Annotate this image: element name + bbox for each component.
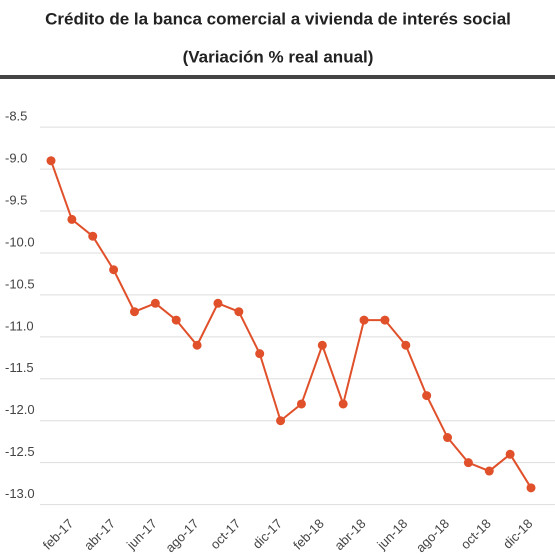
y-tick-label: -12.5 [5,444,35,459]
point [192,340,202,350]
point [255,349,265,359]
title-rule [0,75,555,79]
y-tick-label: -12.0 [5,402,35,417]
y-tick-label: -8.5 [5,109,27,124]
point [234,307,244,317]
x-tick-label: oct-17 [207,516,243,552]
point [171,315,181,325]
y-tick-label: -10.5 [5,276,35,291]
point [213,298,223,308]
point [88,231,98,241]
y-tick-label: -10.0 [5,234,35,249]
point [338,399,348,409]
x-tick-label: abr-17 [81,516,118,553]
point [317,340,327,350]
point [296,399,306,409]
x-tick-label: jun-17 [123,516,160,553]
y-tick-label: -9.0 [5,151,27,166]
point [443,433,453,443]
x-tick-label: ago-17 [162,516,201,555]
y-tick-label: -13.0 [5,486,35,501]
point [150,298,160,308]
point [463,458,473,468]
line [50,160,532,489]
point [526,483,536,493]
point [359,315,369,325]
x-tick-label: abr-18 [331,516,368,553]
point [380,315,390,325]
chart-title: Crédito de la banca comercial a vivienda… [45,9,511,28]
point [67,214,77,224]
point [505,449,515,459]
x-tick-label: jun-18 [373,516,410,553]
x-tick-label: oct-18 [458,516,494,552]
point [401,340,411,350]
x-tick-label: dic-18 [500,516,536,552]
point [276,416,286,426]
point [129,307,139,317]
x-tick-label: dic-17 [249,516,285,552]
x-tick-label: feb-18 [290,516,327,553]
y-tick-label: -11.0 [5,318,34,333]
y-tick-label: -9.5 [5,192,27,207]
y-tick-label: -11.5 [5,360,34,375]
point [109,265,119,275]
chart-subtitle: (Variación % real anual) [183,47,374,66]
x-tick-label: feb-17 [40,516,77,553]
point [422,391,432,401]
point [484,466,494,476]
point [46,156,56,166]
x-tick-label: ago-18 [413,516,452,555]
